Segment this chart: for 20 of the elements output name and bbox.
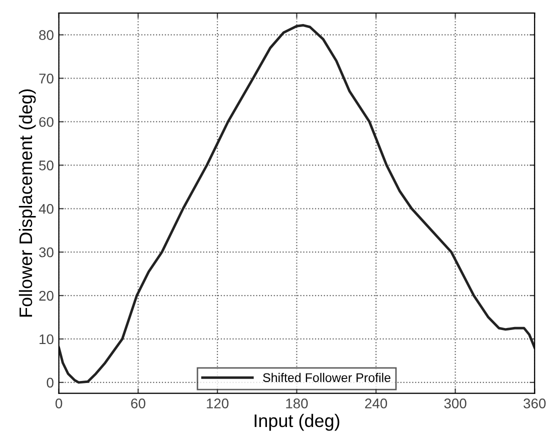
legend-label: Shifted Follower Profile <box>263 372 390 382</box>
y-tick-label: 70 <box>39 74 54 84</box>
x-tick-label: 180 <box>286 398 308 408</box>
x-tick-label: 120 <box>206 398 228 408</box>
x-tick-label: 300 <box>444 398 466 408</box>
x-axis-title: Input (deg) <box>254 414 340 431</box>
y-tick-label: 30 <box>39 247 54 258</box>
x-tick-label: 0 <box>56 398 62 408</box>
y-tick-label: 20 <box>39 290 54 301</box>
y-tick-label: 80 <box>39 30 54 40</box>
y-tick-label: 60 <box>39 117 54 127</box>
line-series <box>58 24 535 384</box>
x-tick-label: 60 <box>131 398 146 408</box>
y-tick-label: 0 <box>46 378 54 388</box>
y-tick-label: 10 <box>40 334 54 344</box>
y-tick-label: 50 <box>39 160 54 170</box>
x-tick-label: 360 <box>524 398 546 408</box>
x-tick-label: 240 <box>365 398 388 408</box>
y-axis-title: Follower Displacement (deg) <box>18 89 36 317</box>
y-tick-label: 40 <box>38 204 54 214</box>
